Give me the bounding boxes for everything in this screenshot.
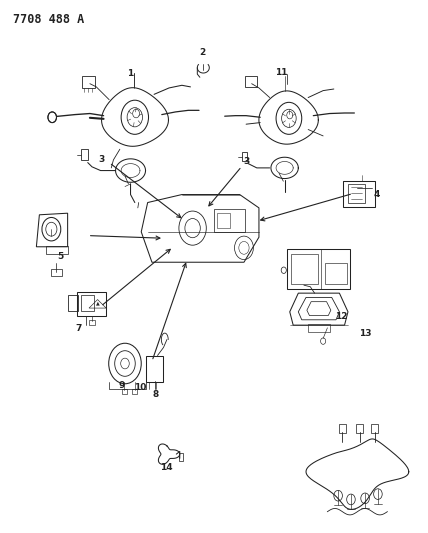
Text: 7708 488 A: 7708 488 A [13, 13, 84, 26]
Bar [348, 184, 365, 203]
Bar [46, 246, 68, 254]
Bar [51, 269, 62, 276]
Text: 10: 10 [134, 383, 146, 392]
Bar [371, 424, 378, 433]
Bar [89, 320, 95, 325]
Text: 8: 8 [152, 390, 158, 399]
Text: 9: 9 [119, 381, 125, 390]
Text: 7: 7 [75, 324, 81, 333]
Text: 2: 2 [199, 48, 205, 57]
Bar [82, 76, 95, 88]
Text: 11: 11 [275, 68, 288, 77]
Text: ▲: ▲ [96, 301, 99, 306]
Bar [245, 76, 257, 87]
Bar [291, 254, 318, 284]
Text: 12: 12 [335, 312, 348, 320]
Bar [132, 389, 137, 394]
Text: 14: 14 [160, 463, 172, 472]
Text: 3: 3 [243, 157, 249, 166]
Bar [325, 263, 347, 284]
Bar [217, 213, 230, 228]
Bar [343, 181, 375, 207]
Text: 5: 5 [57, 252, 63, 261]
Bar [179, 453, 183, 461]
Bar [146, 356, 163, 382]
Bar [287, 249, 350, 289]
Bar [214, 209, 245, 232]
Bar [68, 295, 78, 311]
Bar [308, 324, 330, 332]
Text: 3: 3 [98, 155, 104, 164]
Text: 13: 13 [360, 329, 372, 337]
Text: 1: 1 [127, 69, 133, 78]
Bar [339, 424, 346, 433]
Circle shape [48, 112, 56, 123]
Text: 4: 4 [374, 190, 380, 199]
Bar [356, 424, 363, 433]
Bar [81, 295, 94, 311]
Bar [122, 389, 127, 394]
Bar [77, 292, 106, 316]
